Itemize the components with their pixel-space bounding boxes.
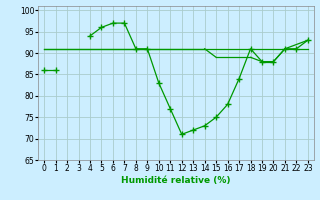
X-axis label: Humidité relative (%): Humidité relative (%) <box>121 176 231 185</box>
